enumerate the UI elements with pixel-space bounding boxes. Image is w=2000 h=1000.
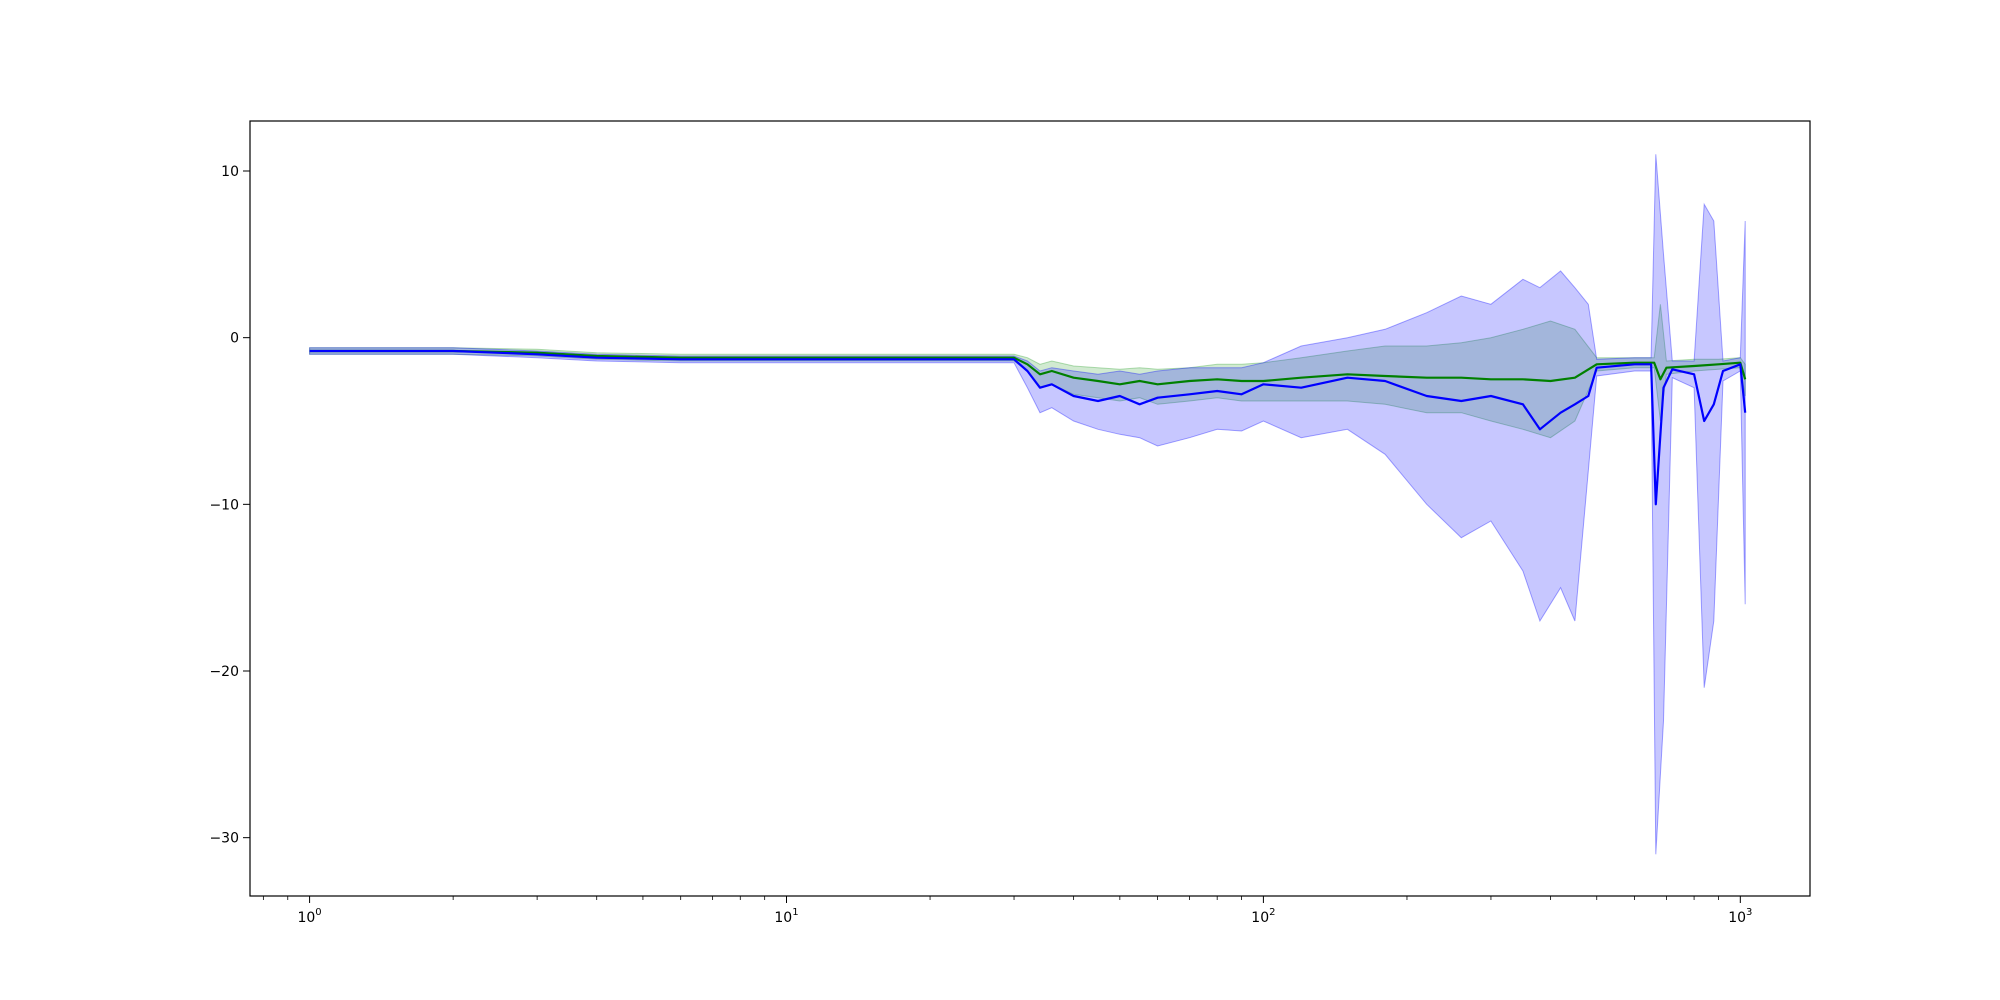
series-1-band [309, 154, 1746, 855]
x-tick-label: 103 [1728, 907, 1752, 926]
y-tick-label: −30 [209, 831, 239, 847]
y-tick-label: 10 [221, 164, 239, 180]
x-tick-label: 101 [774, 907, 798, 926]
x-tick-label: 100 [297, 907, 321, 926]
series-0-line [309, 349, 1747, 386]
x-tick-label: 102 [1251, 907, 1275, 926]
y-tick-label: −20 [209, 664, 239, 680]
axes-frame [249, 120, 1811, 897]
y-axis: 10 0 −10 −20 −30 [209, 164, 250, 847]
plot-area [309, 154, 1747, 855]
x-axis: 100 101 102 103 [262, 896, 1752, 926]
series-1-line [309, 349, 1747, 506]
series-lines [309, 349, 1747, 506]
y-tick-label: 0 [230, 331, 239, 347]
y-tick-label: −10 [209, 497, 239, 513]
